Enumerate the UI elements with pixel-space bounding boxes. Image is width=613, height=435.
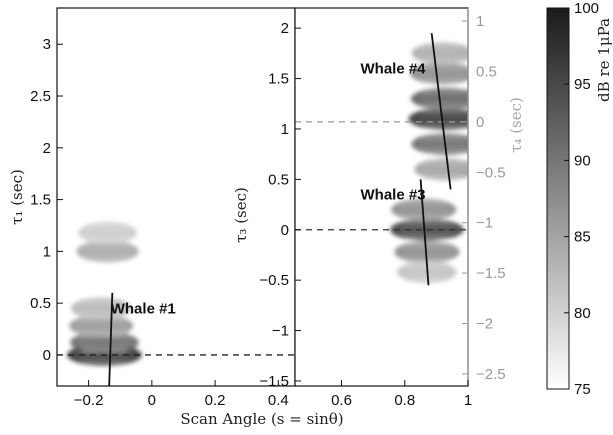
colorbar-tick-label: 95 xyxy=(574,76,591,93)
colorbar-ticks: 75 80 85 90 95 100 xyxy=(564,0,599,398)
right-y-tick-label: 0.5 xyxy=(476,64,497,81)
y-tick-label: 1.5 xyxy=(30,192,51,209)
y-tick-label: 1 xyxy=(43,243,51,260)
y-tick-label: 1.5 xyxy=(268,71,289,88)
colorbar-tick-label: 75 xyxy=(574,381,591,398)
panel-right-overlays xyxy=(295,33,468,286)
y-tick-label: 0 xyxy=(281,222,289,239)
track-line xyxy=(419,179,430,286)
panel-left-y-ticks: 0 0.5 1 1.5 2 2.5 3 xyxy=(30,36,63,364)
colorbar: 75 80 85 90 95 100 dB re 1μPa xyxy=(546,0,613,398)
x-tick-label: 0.6 xyxy=(331,392,352,409)
x-tick-label: −0.2 xyxy=(74,392,104,409)
right-y-tick-label: −2.5 xyxy=(476,366,506,383)
colorbar-tick-label: 90 xyxy=(574,152,591,169)
panel-left: 0 0.5 1 1.5 2 2.5 3 τ₁ (sec) Whale #1 xyxy=(8,7,296,387)
right-y-tick-label: −2 xyxy=(476,316,493,333)
panel-right-right-y-ticks: −2.5 −2 −1.5 −1 −0.5 0 0.5 1 xyxy=(462,13,506,383)
panel-left-y-label: τ₁ (sec) xyxy=(8,169,26,225)
right-y-tick-label: −0.5 xyxy=(476,164,506,181)
y-tick-label: 0 xyxy=(43,347,51,364)
panel-right-y-label: τ₃ (sec) xyxy=(232,187,250,243)
colorbar-tick-label: 85 xyxy=(574,229,591,246)
y-tick-label: −1.5 xyxy=(259,373,289,390)
y-tick-label: −0.5 xyxy=(259,272,289,289)
right-y-tick-label: −1 xyxy=(476,215,493,232)
whale-annotation: Whale #1 xyxy=(111,301,176,318)
panel-right: −1.5 −1 −0.5 0 0.5 1 1.5 2 −2.5 −2 −1.5 −1 −0.5 0 0.5… xyxy=(232,7,525,390)
panel-left-heat-blobs xyxy=(67,221,142,366)
x-tick-label: 0.4 xyxy=(268,392,289,409)
x-axis-label: Scan Angle (s = sinθ) xyxy=(180,410,343,428)
panel-left-overlays xyxy=(57,292,295,386)
y-tick-label: 0.5 xyxy=(30,295,51,312)
colorbar-tick-label: 80 xyxy=(574,305,591,322)
whale-annotation: Whale #4 xyxy=(361,61,427,78)
y-tick-label: 1 xyxy=(281,121,289,138)
right-y-tick-label: 1 xyxy=(476,13,484,30)
x-tick-label: 0 xyxy=(148,392,156,409)
x-tick-label: 0.2 xyxy=(205,392,226,409)
whale-annotation: Whale #3 xyxy=(361,187,426,204)
y-tick-label: −1 xyxy=(272,323,289,340)
y-tick-label: 0.5 xyxy=(268,171,289,188)
right-y-tick-label: 0 xyxy=(476,114,484,131)
x-tick-label: 0.8 xyxy=(394,392,415,409)
track-line xyxy=(108,292,114,386)
colorbar-gradient xyxy=(546,7,570,390)
track-line xyxy=(430,33,452,190)
y-tick-label: 2 xyxy=(43,140,51,157)
colorbar-tick-label: 100 xyxy=(574,0,599,17)
y-tick-label: 2 xyxy=(281,20,289,37)
colorbar-label: dB re 1μPa xyxy=(595,18,613,102)
y-tick-label: 3 xyxy=(43,36,51,53)
x-tick-label: 1 xyxy=(464,392,472,409)
right-y-tick-label: −1.5 xyxy=(476,265,506,282)
x-axis-ticks: −0.2 0 0.2 0.4 0.6 0.8 1 xyxy=(74,380,472,409)
panel-right-right-y-label: τ₄ (sec) xyxy=(507,97,525,153)
y-tick-label: 2.5 xyxy=(30,88,51,105)
panel-right-left-y-ticks: −1.5 −1 −0.5 0 0.5 1 1.5 2 xyxy=(259,20,301,390)
